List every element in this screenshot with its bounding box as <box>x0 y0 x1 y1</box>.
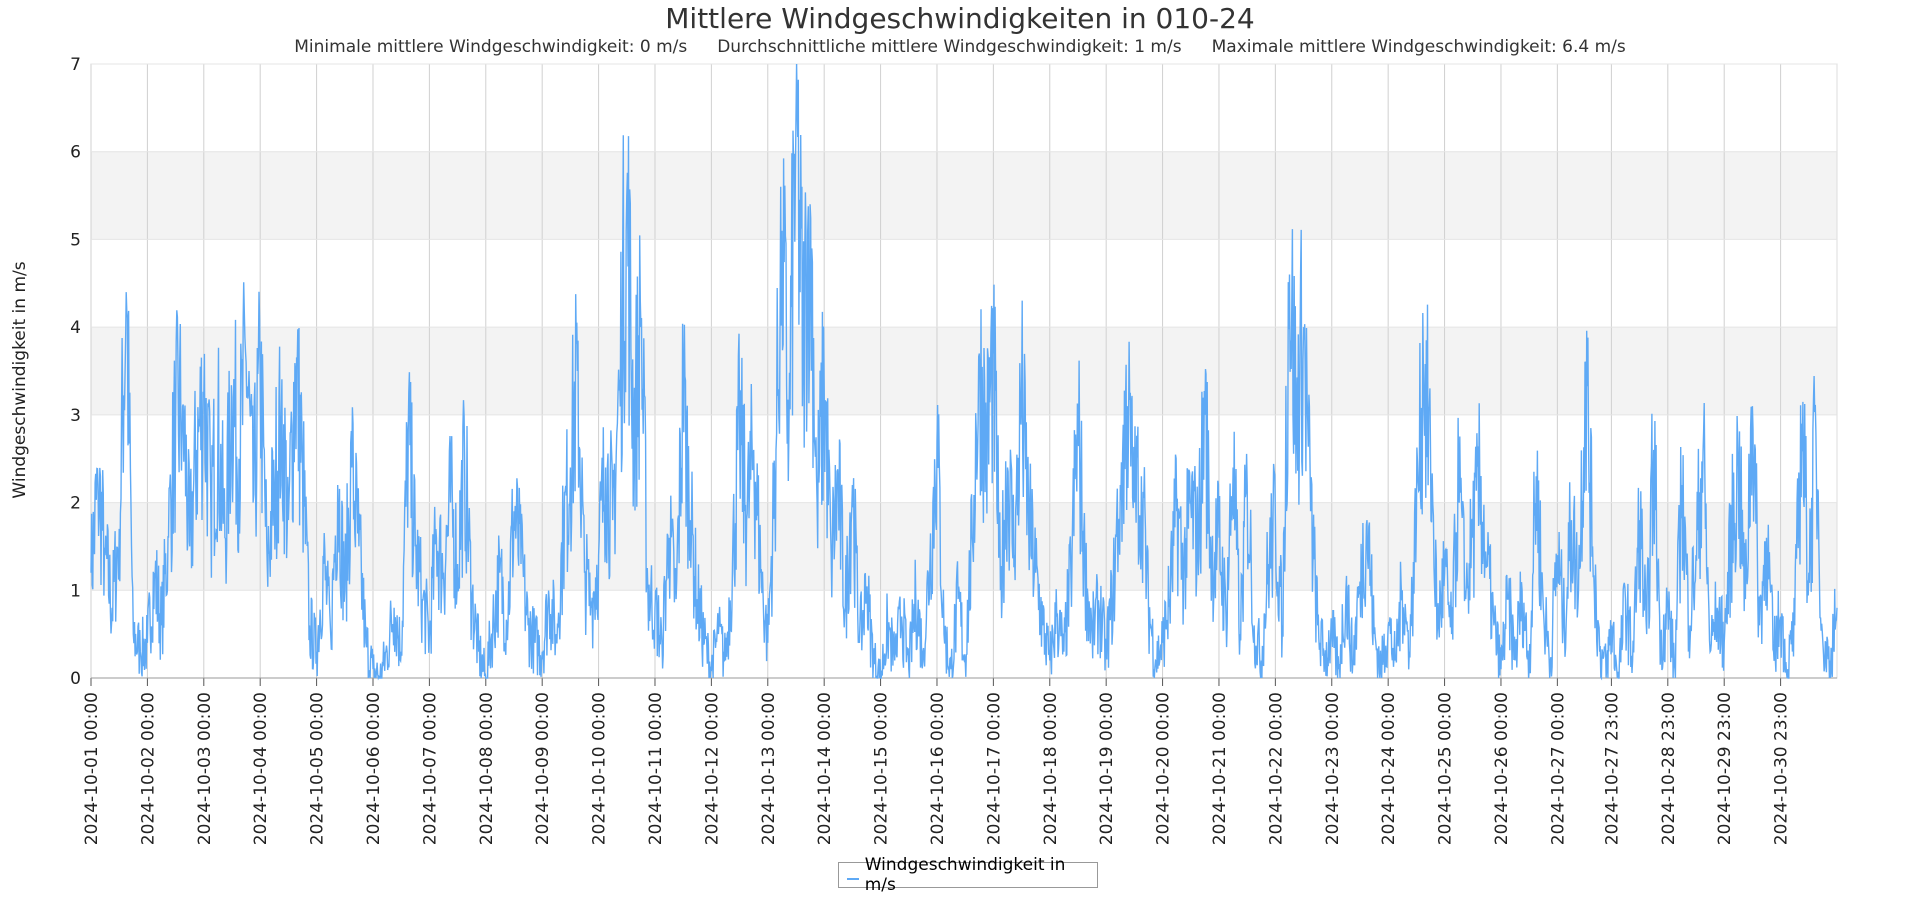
y-tick-label: 0 <box>70 669 81 689</box>
y-tick-label: 3 <box>70 406 81 426</box>
legend-swatch <box>847 878 859 880</box>
subtitle-min: Minimale mittlere Windgeschwindigkeit: 0… <box>294 37 688 57</box>
subtitle-avg: Durchschnittliche mittlere Windgeschwind… <box>717 37 1182 57</box>
x-tick-label: 2024-10-24 00:00 <box>1379 692 1399 845</box>
y-tick-label: 5 <box>70 230 81 250</box>
x-tick-label: 2024-10-04 00:00 <box>251 692 271 845</box>
x-tick-label: 2024-10-11 00:00 <box>646 692 666 845</box>
legend-label: Windgeschwindigkeit in m/s <box>864 855 1066 895</box>
x-tick-label: 2024-10-18 00:00 <box>1041 692 1061 845</box>
x-tick-label: 2024-10-17 00:00 <box>984 692 1004 845</box>
x-tick-label: 2024-10-15 00:00 <box>872 692 892 845</box>
chart-title: Mittlere Windgeschwindigkeiten in 010-24 <box>665 2 1255 35</box>
x-tick-label: 2024-10-21 00:00 <box>1210 692 1230 845</box>
plot-band <box>91 151 1837 240</box>
x-tick-label: 2024-10-08 00:00 <box>477 692 497 845</box>
x-tick-label: 2024-10-23 00:00 <box>1323 692 1343 845</box>
x-tick-label: 2024-10-25 00:00 <box>1436 692 1456 845</box>
series-line-windgeschwindigkeit <box>90 63 1838 681</box>
x-tick-label: 2024-10-29 23:00 <box>1715 692 1735 845</box>
x-tick-label: 2024-10-05 00:00 <box>308 692 328 845</box>
x-tick-label: 2024-10-10 00:00 <box>590 692 610 845</box>
vertical-gridlines <box>90 64 1782 678</box>
x-tick-label: 2024-10-03 00:00 <box>195 692 215 845</box>
x-tick-label: 2024-10-30 23:00 <box>1772 692 1792 845</box>
y-tick-label: 6 <box>70 143 81 163</box>
x-tick-label: 2024-10-12 00:00 <box>702 692 722 845</box>
x-tick-label: 2024-10-27 23:00 <box>1602 692 1622 845</box>
y-tick-label: 7 <box>70 55 81 75</box>
subtitle-max: Maximale mittlere Windgeschwindigkeit: 6… <box>1211 37 1626 57</box>
x-tick-label: 2024-10-16 00:00 <box>928 692 948 845</box>
y-axis-label: Windgeschwindigkeit in m/s <box>10 261 30 498</box>
plot-band <box>91 327 1837 415</box>
x-tick-label: 2024-10-22 00:00 <box>1266 692 1286 845</box>
y-axis: 0 1 2 3 4 5 6 7 <box>70 55 1837 689</box>
plot-band <box>91 502 1837 591</box>
x-tick-label: 2024-10-07 00:00 <box>420 692 440 845</box>
x-tick-label: 2024-10-09 00:00 <box>533 692 553 845</box>
y-tick-label: 4 <box>70 318 81 338</box>
x-tick-label: 2024-10-02 00:00 <box>138 692 158 845</box>
x-tick-label: 2024-10-19 00:00 <box>1097 692 1117 845</box>
chart-subtitle: Minimale mittlere Windgeschwindigkeit: 0… <box>0 37 1920 57</box>
x-tick-label: 2024-10-28 23:00 <box>1659 692 1679 845</box>
plot-bands <box>90 63 1838 679</box>
legend[interactable]: Windgeschwindigkeit in m/s <box>838 855 1098 895</box>
x-tick-label: 2024-10-20 00:00 <box>1154 692 1174 845</box>
x-axis: 2024-10-01 00:00 2024-10-02 00:00 2024-10-… <box>82 677 1837 845</box>
y-tick-label: 1 <box>70 581 81 601</box>
x-tick-label: 2024-10-06 00:00 <box>364 692 384 845</box>
x-tick-label: 2024-10-26 00:00 <box>1492 692 1512 845</box>
x-tick-label: 2024-10-27 00:00 <box>1548 692 1568 845</box>
x-tick-label: 2024-10-01 00:00 <box>82 692 102 845</box>
x-tick-label: 2024-10-13 00:00 <box>759 692 779 845</box>
x-tick-label: 2024-10-14 00:00 <box>815 692 835 845</box>
y-tick-label: 2 <box>70 494 81 514</box>
